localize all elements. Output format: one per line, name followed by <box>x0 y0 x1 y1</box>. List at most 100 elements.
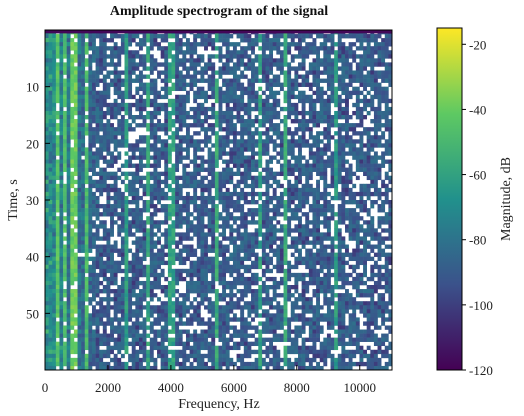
spectrogram-cell <box>142 200 147 205</box>
spectrogram-cell <box>175 54 180 59</box>
spectrogram-cell <box>63 127 67 132</box>
spectrogram-cell <box>110 50 114 55</box>
spectrogram-cell <box>77 280 82 286</box>
spectrogram-cell <box>84 232 89 237</box>
spectrogram-cell <box>117 74 122 79</box>
spectrogram-cell <box>164 34 169 39</box>
spectrogram-cell <box>185 147 190 152</box>
spectrogram-cell <box>182 86 187 92</box>
spectrogram-cell <box>128 147 133 152</box>
spectrogram-cell <box>319 268 324 274</box>
spectrogram-cell <box>153 102 158 108</box>
spectrogram-cell <box>124 123 129 128</box>
spectrogram-cell <box>77 58 82 63</box>
spectrogram-cell <box>84 74 89 79</box>
spectrogram-cell <box>189 228 194 233</box>
spectrogram-cell <box>149 216 154 221</box>
spectrogram-cell <box>345 135 349 140</box>
spectrogram-cell <box>254 90 259 96</box>
spectrogram-cell <box>189 289 194 294</box>
spectrogram-cell <box>135 163 140 168</box>
spectrogram-cell <box>52 102 57 108</box>
spectrogram-cell <box>95 280 100 286</box>
spectrogram-cell <box>240 159 245 164</box>
spectrogram-cell <box>178 248 183 253</box>
spectrogram-cell <box>370 220 375 225</box>
spectrogram-cell <box>218 38 223 43</box>
spectrogram-cell <box>214 110 219 116</box>
spectrogram-cell <box>301 46 306 51</box>
spectrogram-cell <box>45 248 49 253</box>
spectrogram-cell <box>48 139 53 144</box>
spectrogram-cell <box>52 204 57 209</box>
spectrogram-cell <box>334 232 339 237</box>
spectrogram-cell <box>305 74 310 79</box>
spectrogram-cell <box>316 123 320 128</box>
spectrogram-cell <box>55 139 60 144</box>
spectrogram-cell <box>138 54 143 59</box>
spectrogram-cell <box>77 191 82 197</box>
spectrogram-cell <box>102 272 107 278</box>
spectrogram-cell <box>377 54 382 59</box>
spectrogram-cell <box>236 143 241 148</box>
spectrogram-cell <box>359 131 364 136</box>
spectrogram-cell <box>316 293 320 298</box>
spectrogram-cell <box>138 46 143 51</box>
spectrogram-cell <box>287 232 292 237</box>
spectrogram-cell <box>66 119 71 124</box>
spectrogram-cell <box>142 58 147 63</box>
spectrogram-cell <box>298 123 302 128</box>
spectrogram-cell <box>91 163 96 168</box>
spectrogram-cell <box>99 191 104 197</box>
spectrogram-cell <box>102 86 107 92</box>
spectrogram-cell <box>113 276 118 282</box>
spectrogram-cell <box>269 248 274 253</box>
spectrogram-cell <box>52 293 57 298</box>
spectrogram-cell <box>312 90 317 96</box>
spectrogram-cell <box>381 62 386 67</box>
spectrogram-cell <box>359 147 364 152</box>
spectrogram-cell <box>171 70 176 75</box>
spectrogram-cell <box>236 66 241 71</box>
spectrogram-cell <box>232 66 237 71</box>
spectrogram-cell <box>113 175 118 181</box>
spectrogram-cell <box>345 151 349 156</box>
spectrogram-cell <box>120 38 125 43</box>
spectrogram-cell <box>348 54 353 59</box>
spectrogram-cell <box>77 143 82 148</box>
spectrogram-cell <box>272 187 277 193</box>
spectrogram-cell <box>247 212 252 217</box>
spectrogram-cell <box>251 280 255 286</box>
spectrogram-cell <box>283 127 288 132</box>
spectrogram-cell <box>370 175 375 181</box>
spectrogram-cell <box>294 155 299 160</box>
spectrogram-cell <box>251 74 255 79</box>
spectrogram-cell <box>99 248 104 253</box>
spectrogram-cell <box>157 94 161 100</box>
spectrogram-cell <box>247 90 252 96</box>
spectrogram-cell <box>290 163 295 168</box>
spectrogram-cell <box>298 82 302 87</box>
spectrogram-cell <box>373 151 378 156</box>
spectrogram-cell <box>345 102 349 108</box>
spectrogram-cell <box>366 228 371 233</box>
spectrogram-cell <box>345 127 349 132</box>
spectrogram-cell <box>142 175 147 181</box>
spectrogram-cell <box>185 232 190 237</box>
spectrogram-cell <box>345 62 349 67</box>
spectrogram-cell <box>99 46 104 51</box>
spectrogram-cell <box>131 78 136 83</box>
spectrogram-cell <box>81 86 86 92</box>
spectrogram-cell <box>229 167 234 172</box>
spectrogram-cell <box>305 256 310 262</box>
spectrogram-cell <box>334 260 339 266</box>
spectrogram-cell <box>73 204 78 209</box>
spectrogram-cell <box>279 224 284 229</box>
spectrogram-cell <box>330 58 335 63</box>
spectrogram-cell <box>102 204 107 209</box>
spectrogram-cell <box>301 78 306 83</box>
spectrogram-cell <box>88 86 93 92</box>
spectrogram-cell <box>258 240 263 245</box>
spectrogram-cell <box>341 163 346 168</box>
spectrogram-cell <box>319 175 324 181</box>
